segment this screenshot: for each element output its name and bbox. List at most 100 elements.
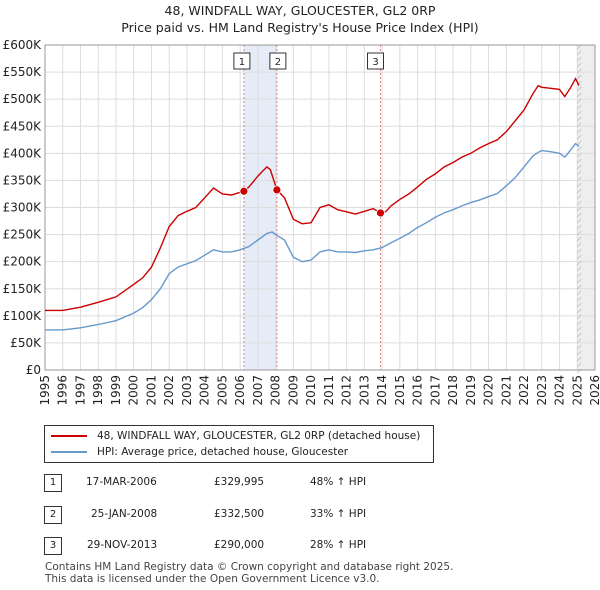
hatch-line — [576, 356, 582, 362]
x-tick-label: 2017 — [428, 375, 442, 406]
x-tick-label: 1997 — [73, 375, 87, 406]
hatch-line — [576, 200, 582, 206]
x-tick-label: 1998 — [91, 375, 105, 406]
price-chart: £0 £50K £100K £150K £200K £250K £300K £350K £400… — [3, 38, 600, 406]
hatch-line — [576, 104, 582, 110]
table-row: 2 25-JAN-2008 £332,500 33% ↑ HPI — [44, 506, 564, 526]
sale-price: £290,000 — [214, 539, 265, 551]
sale-number-box — [367, 52, 384, 70]
x-tick-label: 2005 — [215, 375, 229, 406]
hatch-line — [576, 158, 582, 164]
hatch-line — [576, 278, 582, 284]
x-tick-label: 2019 — [464, 375, 478, 406]
y-tick-label: £100K — [3, 309, 43, 323]
x-tick-label: 2022 — [517, 375, 531, 406]
x-tick-label: 2001 — [144, 375, 158, 406]
hatch-line — [576, 188, 582, 194]
x-tick-label: 2000 — [127, 375, 141, 406]
sale-hpi: 48% ↑ HPI — [310, 476, 367, 488]
sale-price: £332,500 — [214, 508, 265, 520]
x-tick-label: 2010 — [304, 375, 318, 406]
hatch-line — [576, 266, 582, 272]
hatch-line — [576, 326, 582, 332]
hatch-line — [576, 350, 582, 356]
hatch-line — [576, 248, 582, 254]
x-tick-label: 2021 — [499, 375, 513, 406]
series-line — [45, 77, 580, 312]
x-tick-label: 2007 — [251, 375, 265, 406]
sale-number-box — [233, 52, 251, 70]
hatch-line — [576, 224, 582, 230]
hatch-line — [576, 272, 582, 278]
hatch-line — [576, 176, 582, 182]
hatch-line — [576, 254, 582, 260]
x-tick-label: 2012 — [340, 375, 354, 406]
x-tick-label: 2023 — [535, 375, 549, 406]
x-tick-label: 2008 — [269, 375, 283, 406]
sale-hpi: 28% ↑ HPI — [310, 539, 367, 551]
hatch-line — [576, 314, 582, 320]
y-tick-label: £250K — [3, 228, 43, 242]
y-tick-label: £550K — [3, 65, 43, 79]
x-tick-label: 2016 — [411, 375, 425, 406]
hatch-line — [576, 320, 582, 326]
y-tick-label: £0 — [26, 363, 41, 377]
chart-subtitle: Price paid vs. HM Land Registry's House … — [121, 20, 479, 35]
hatch-line — [576, 182, 582, 188]
y-tick-label: £50K — [10, 336, 42, 350]
footer-licence: This data is licensed under the Open Gov… — [45, 573, 380, 585]
sale-date: 25-JAN-2008 — [91, 508, 158, 520]
y-tick-label: £450K — [3, 119, 43, 133]
y-tick-label: £350K — [3, 173, 43, 187]
y-tick-label: £150K — [3, 282, 43, 296]
hatch-line — [576, 56, 582, 62]
hatch-line — [576, 170, 582, 176]
x-tick-label: 2015 — [393, 375, 407, 406]
hatch-line — [576, 290, 582, 296]
hatch-line — [576, 362, 582, 368]
x-tick-label: 1995 — [38, 375, 52, 406]
hatch-line — [576, 110, 582, 116]
y-tick-label: £600K — [3, 38, 43, 52]
hatch-line — [576, 140, 582, 146]
hatch-line — [576, 260, 582, 266]
hatch-line — [576, 116, 582, 122]
hatch-line — [576, 122, 582, 128]
hatch-line — [576, 164, 582, 170]
table-row: 3 29-NOV-2013 £290,000 28% ↑ HPI — [44, 537, 564, 557]
hatch-line — [576, 128, 582, 134]
x-tick-label: 2018 — [446, 375, 460, 406]
sale-number: 1 — [44, 474, 62, 492]
hatch-line — [576, 212, 582, 218]
x-tick-label: 2013 — [357, 375, 371, 406]
hatch-line — [576, 74, 582, 80]
x-tick-label: 1996 — [56, 375, 70, 406]
hatch-line — [576, 284, 582, 290]
x-tick-label: 2014 — [375, 375, 389, 406]
x-tick-label: 2024 — [553, 375, 567, 406]
sale-number: 2 — [44, 506, 62, 524]
x-tick-label: 1999 — [109, 375, 123, 406]
y-tick-label: £500K — [3, 92, 43, 106]
x-tick-label: 2003 — [180, 375, 194, 406]
hatch-line — [576, 92, 582, 98]
chart-title: 48, WINDFALL WAY, GLOUCESTER, GL2 0RP — [164, 3, 436, 18]
hatch-line — [576, 134, 582, 140]
sale-point — [376, 208, 385, 218]
hatch-line — [576, 152, 582, 158]
sale-number-label: 3 — [372, 57, 378, 68]
legend-item-hpi: HPI: Average price, detached house, Glou… — [51, 444, 348, 460]
table-row: 1 17-MAR-2006 £329,995 48% ↑ HPI — [44, 474, 564, 494]
hatch-line — [576, 338, 582, 344]
x-tick-label: 2004 — [198, 375, 212, 406]
legend-swatch-property — [51, 435, 87, 437]
hatch-line — [576, 242, 582, 248]
x-tick-label: 2009 — [286, 375, 300, 406]
hatch-line — [576, 50, 582, 56]
x-tick-label: 2006 — [233, 375, 247, 406]
sale-number-label: 1 — [239, 57, 245, 68]
sale-number: 3 — [44, 537, 62, 555]
legend-label-hpi: HPI: Average price, detached house, Glou… — [97, 446, 349, 458]
hatch-line — [576, 68, 582, 74]
sale-number-box — [269, 52, 287, 70]
